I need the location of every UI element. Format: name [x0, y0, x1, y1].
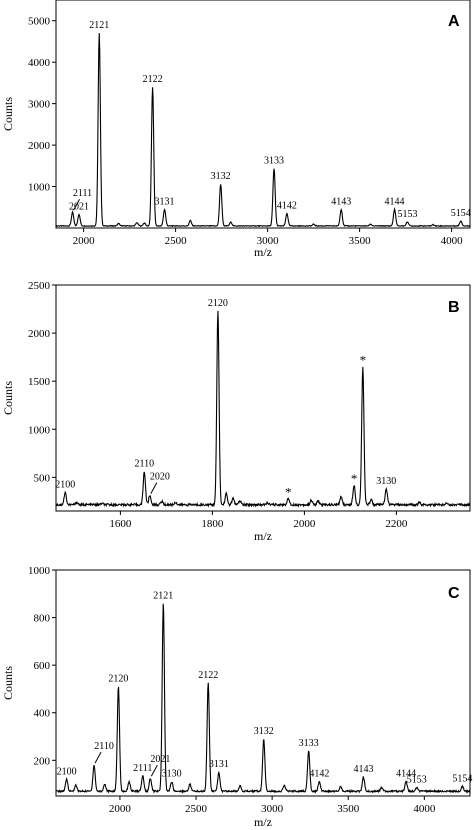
peak-label: * [360, 353, 367, 368]
peak-label: 4144 [396, 769, 416, 780]
peak-arrow [73, 199, 80, 211]
peak-label: 2100 [57, 766, 77, 777]
plot-frame [55, 569, 471, 797]
peak-label: 2111 [133, 763, 152, 774]
x-tick-label: 2500 [165, 235, 188, 247]
y-tick-label: 1000 [28, 424, 51, 436]
peak-label: 2020 [150, 472, 170, 483]
y-tick-label: 200 [34, 755, 51, 767]
plot-frame [55, 0, 471, 229]
peak-label: 3133 [299, 738, 319, 749]
y-axis-title: Counts [1, 381, 15, 415]
x-tick-label: 1800 [201, 518, 224, 530]
spectrum-line-b [55, 310, 471, 508]
x-tick-label: 4000 [413, 803, 436, 815]
y-tick-label: 4000 [28, 57, 51, 69]
y-tick-label: 600 [34, 660, 51, 672]
peak-label: * [285, 484, 292, 499]
peak-arrow [150, 482, 158, 494]
x-tick-label: 2000 [73, 235, 96, 247]
peak-label: 2021 [69, 201, 89, 212]
peak-arrow [150, 764, 158, 777]
peak-label: 2100 [55, 480, 75, 491]
plot-frame [55, 284, 471, 512]
peak-label: 4142 [309, 769, 329, 780]
peak-label: 3133 [264, 156, 284, 167]
peak-label: 2021 [150, 754, 170, 765]
peak-label: 3132 [211, 171, 231, 182]
peak-label: 4144 [385, 196, 405, 207]
peak-label: 2110 [134, 459, 154, 470]
y-tick-label: 3000 [28, 99, 51, 111]
x-axis-title: m/z [254, 815, 272, 829]
peak-label: 2121 [153, 590, 173, 601]
peak-label: 3130 [376, 476, 396, 487]
x-tick-label: 3500 [349, 235, 372, 247]
y-tick-label: 800 [34, 613, 51, 625]
peak-label: 2122 [143, 74, 163, 85]
peak-label: 4143 [353, 764, 373, 775]
x-tick-label: 4000 [441, 235, 464, 247]
peak-label: 2122 [198, 670, 218, 681]
y-tick-label: 5000 [28, 16, 51, 28]
spectrum-line-a [55, 32, 471, 228]
peak-label: 5153 [407, 775, 427, 786]
x-tick-label: 3500 [337, 803, 360, 815]
panel-letter: B [448, 299, 460, 316]
peak-label: 3131 [155, 196, 175, 207]
panel-c: 2000 2500 3000 3500 4000 200 400 600 800 1000 m/z C… [1, 565, 472, 829]
peak-label: 4143 [331, 196, 351, 207]
peak-label: 5153 [397, 209, 417, 220]
peak-label: 5154 [452, 773, 472, 784]
x-axis-title: m/z [254, 245, 272, 259]
peak-label: 2121 [89, 20, 109, 31]
panel-a: 2000 2500 3000 3500 4000 1000 2000 3000 4000 5000… [1, 0, 471, 259]
peak-label: 2110 [94, 741, 114, 752]
y-tick-label: 2500 [28, 280, 51, 292]
peak-label: 3131 [209, 759, 229, 770]
spectrum-line-c [55, 603, 471, 794]
y-tick-label: 400 [34, 708, 51, 720]
peak-label: 2120 [108, 674, 128, 685]
panel-b: 1600 1800 2000 2200 500 1000 1500 2000 2500 m/z Co… [1, 280, 471, 543]
y-tick-label: 1000 [28, 565, 51, 577]
panel-letter: A [448, 13, 460, 30]
y-tick-label: 2000 [28, 328, 51, 340]
y-tick-label: 500 [34, 472, 51, 484]
x-tick-label: 1600 [109, 518, 132, 530]
peak-label: * [351, 471, 358, 486]
x-tick-label: 2200 [385, 518, 408, 530]
panel-letter: C [448, 585, 460, 602]
y-axis-title: Counts [1, 97, 15, 131]
y-axis-title: Counts [1, 666, 15, 700]
x-axis-title: m/z [254, 529, 272, 543]
x-tick-label: 2500 [185, 803, 208, 815]
peak-label: 5154 [451, 208, 471, 219]
peak-label: 4142 [277, 200, 297, 211]
peak-label: 3132 [254, 726, 274, 737]
x-tick-label: 2000 [109, 803, 132, 815]
peak-arrow [94, 751, 102, 764]
y-tick-label: 1500 [28, 376, 51, 388]
y-tick-label: 2000 [28, 140, 51, 152]
x-tick-label: 3000 [257, 235, 280, 247]
peak-label: 2120 [208, 298, 228, 309]
x-tick-label: 3000 [261, 803, 284, 815]
y-tick-label: 1000 [28, 182, 51, 194]
peak-label: 2111 [73, 188, 92, 199]
x-tick-label: 2000 [293, 518, 316, 530]
peak-label: 3130 [162, 769, 182, 780]
